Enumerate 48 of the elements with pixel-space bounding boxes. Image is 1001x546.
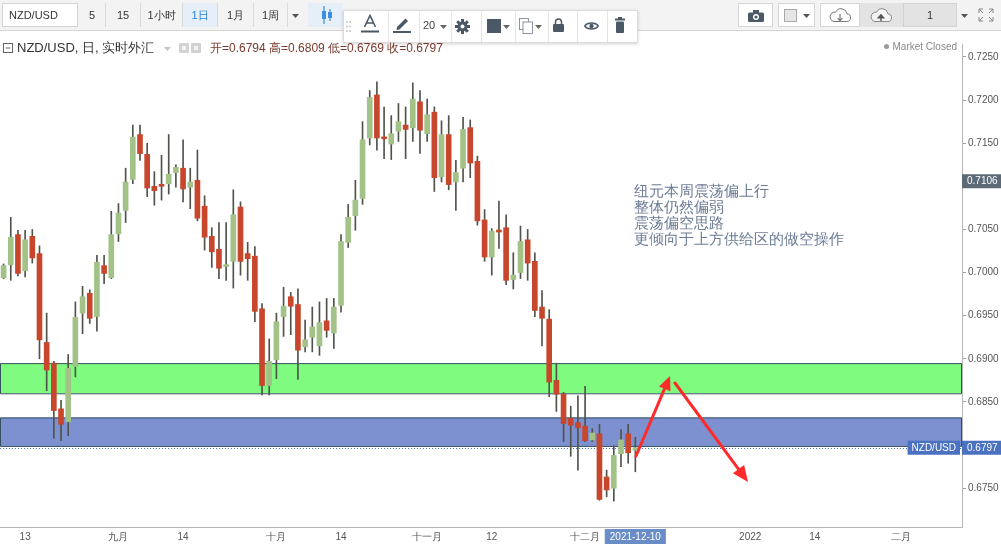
annotation: 整体仍然偏弱 xyxy=(634,198,724,216)
text: 1小时 xyxy=(147,7,176,23)
text-field: NZD/USD xyxy=(2,3,78,27)
x-tick-label: 九月 xyxy=(108,530,129,542)
candlestick xyxy=(173,164,179,188)
x-tick-label: 12 xyxy=(486,530,498,542)
x-tick-label: 十一月 xyxy=(412,530,443,542)
text: 1周 xyxy=(261,7,280,23)
x-tick-label: 十二月 xyxy=(570,530,601,542)
chart-title: NZD/USD, 日, 实时外汇 xyxy=(17,39,155,57)
x-tick-label: 2022 xyxy=(739,530,762,542)
text: 1日 xyxy=(191,7,209,23)
x-tick-label: 13 xyxy=(19,530,32,542)
candlestick xyxy=(510,252,517,290)
candlestick xyxy=(302,319,308,353)
candlestick xyxy=(453,160,459,211)
y-tick-label: 0.7050 xyxy=(968,223,1000,235)
candlestick xyxy=(165,134,172,195)
y-tick-label: 0.7150 xyxy=(968,136,1000,148)
chart-subtitle: 开=0.6794 高=0.6809 低=0.6769 收=0.6797 xyxy=(210,40,443,57)
y-tick-label: 0.6900 xyxy=(968,352,1000,364)
y-tick-label: 0.6950 xyxy=(968,309,1000,321)
y-tick-label: 0.7250 xyxy=(968,50,1000,62)
text-field: 1 xyxy=(903,3,957,27)
x-tick-label: 十月 xyxy=(266,530,287,542)
y-tick-label: 0.6850 xyxy=(968,395,1000,407)
annotation: Market Closed xyxy=(892,40,957,52)
annotation: 更倾向于上方供给区的做空操作 xyxy=(634,230,844,248)
candlestick xyxy=(223,222,229,281)
x-tick-label: 14 xyxy=(177,530,190,542)
candlestick xyxy=(187,167,194,210)
text: 5 xyxy=(88,9,96,21)
text: 1月 xyxy=(226,7,245,23)
text: 15 xyxy=(116,9,130,21)
x-tick-label: 2021-12-10 xyxy=(609,530,662,542)
x-tick-label: 14 xyxy=(809,530,821,542)
text: 20 xyxy=(423,19,436,31)
annotation: 纽元本周震荡偏上行 xyxy=(634,182,769,200)
y-tick-label: 0.7000 xyxy=(968,266,1000,278)
candlestick xyxy=(388,115,395,160)
annotation: 0.7106 xyxy=(967,175,999,187)
x-tick-label: 14 xyxy=(335,530,348,542)
y-tick-label: 0.6750 xyxy=(968,481,1000,493)
annotation: 0.6797 xyxy=(967,441,999,453)
y-tick-label: 0.7200 xyxy=(968,93,1000,105)
x-tick-label: 二月 xyxy=(890,530,911,542)
annotation: 震荡偏空思路 xyxy=(634,214,724,232)
ref-line-label: NZD/USD xyxy=(911,441,957,453)
